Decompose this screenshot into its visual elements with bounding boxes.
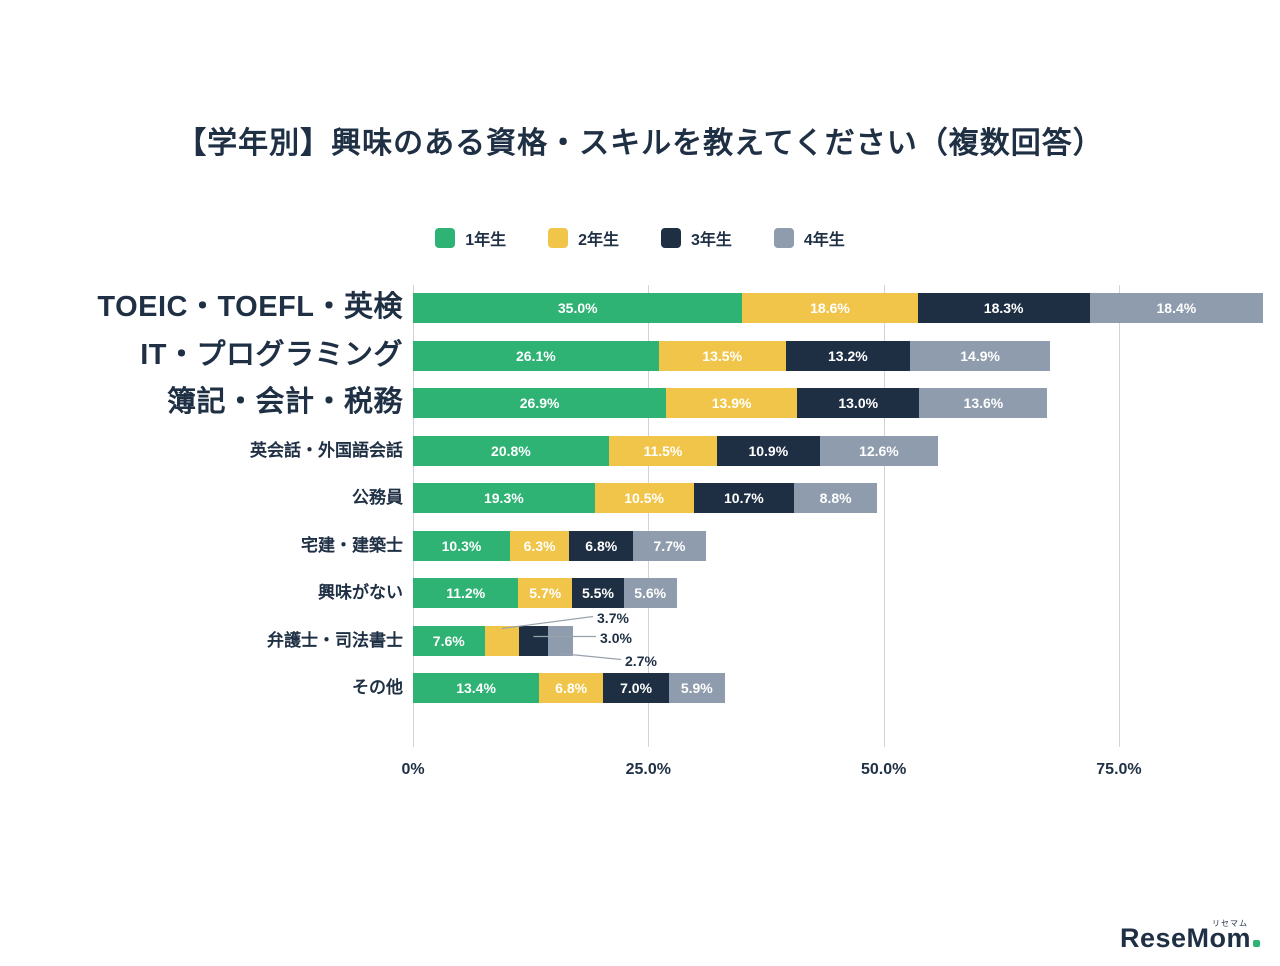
legend-label: 1年生: [465, 232, 507, 249]
bar-row: 35.0% 18.6% 18.3% 18.4%: [413, 293, 1263, 323]
legend-item: 3年生: [661, 226, 732, 250]
logo-dot-icon: [1253, 940, 1260, 947]
category-label: IT・プログラミング: [140, 338, 403, 371]
x-axis-tick-label: 75.0%: [1096, 761, 1142, 778]
bar-segment: 10.9%: [717, 435, 820, 466]
bar-segment: 6.3%: [509, 530, 570, 561]
legend-label: 3年生: [691, 232, 732, 249]
category-label: 簿記・会計・税務: [166, 386, 403, 418]
category-label: 公務員: [352, 488, 403, 507]
bar-row: 11.2% 5.7% 5.5% 5.6%: [413, 578, 677, 608]
bar-segment: 13.2%: [785, 340, 910, 371]
bar-segment: 18.6%: [742, 293, 918, 323]
bar-segment: [547, 625, 573, 656]
bar-segment: 14.9%: [909, 340, 1051, 371]
bar-segment: 5.9%: [669, 673, 725, 703]
legend-item: 4年生: [773, 226, 845, 250]
bar-segment: 20.8%: [413, 435, 609, 466]
bar-segment: 7.7%: [633, 530, 706, 561]
legend-item: 1年生: [435, 226, 506, 250]
bar-segment: 13.9%: [666, 388, 798, 418]
bar-segment: [519, 625, 548, 656]
callout-value-label: 2.7%: [625, 652, 657, 669]
legend-item: 2年生: [548, 226, 619, 250]
bar-segment: 13.4%: [413, 673, 540, 703]
category-label: 弁護士・司法書士: [267, 630, 403, 650]
plot-area: 0% 25.0% 50.0% 75.0% 35.0% 18.6% 18.3% 18.4% 26.…: [401, 285, 1263, 778]
bar-segment: 26.1%: [413, 340, 659, 371]
bar-segment: 6.8%: [569, 530, 634, 561]
gridline: [648, 285, 650, 747]
bar-segment: 18.4%: [1089, 293, 1263, 323]
bar-segment: 10.3%: [413, 530, 510, 561]
logo-subtext: リセマム: [1212, 919, 1248, 928]
bar-row: 19.3% 10.5% 10.7% 8.8%: [413, 483, 878, 513]
x-axis-tick-label: 50.0%: [860, 761, 907, 778]
bar-segment: 11.5%: [608, 435, 718, 466]
legend-swatch-icon: [548, 228, 569, 248]
bar-segment: 12.6%: [819, 435, 939, 466]
bar-segment: 11.2%: [413, 578, 519, 608]
category-label: 英会話・外国語会話: [250, 440, 403, 460]
category-label: 宅建・建築士: [301, 535, 403, 555]
legend-label: 2年生: [578, 232, 619, 249]
callout-value-label: 3.7%: [597, 609, 629, 626]
category-label: 興味がない: [318, 583, 403, 602]
bar-segment: 7.0%: [603, 673, 670, 703]
bar-segment: 7.6%: [413, 625, 485, 656]
bar-row: 26.9% 13.9% 13.0% 13.6%: [413, 388, 1048, 418]
gridline: [883, 285, 885, 747]
bar-row: 26.1% 13.5% 13.2% 14.9%: [413, 340, 1051, 371]
callout-value-label: 3.0%: [600, 629, 632, 646]
bar-segment: 18.3%: [917, 293, 1090, 323]
bar-row: 7.6%: [413, 625, 573, 656]
x-axis-tick-label: 0%: [401, 761, 425, 778]
bar-segment: 13.6%: [919, 388, 1048, 418]
bar-segment: 10.5%: [594, 483, 694, 513]
legend-label: 4年生: [803, 232, 845, 249]
bar-segment: [484, 625, 520, 656]
bar-segment: 19.3%: [413, 483, 595, 513]
gridline: [1118, 285, 1120, 747]
bar-segment: 5.5%: [572, 578, 624, 608]
legend-swatch-icon: [661, 228, 681, 248]
bar-segment: 10.7%: [693, 483, 795, 513]
bar-row: 13.4% 6.8% 7.0% 5.9%: [413, 673, 725, 703]
logo-text: ReseMom: [1119, 923, 1251, 953]
bar-segment: 8.8%: [794, 483, 878, 513]
bar-segment: 13.5%: [658, 340, 786, 371]
x-axis-tick-label: 25.0%: [625, 761, 671, 778]
category-label: TOEIC・TOEFL・英検: [97, 291, 403, 323]
bar-segment: 13.0%: [797, 388, 920, 418]
chart-title: 【学年別】興味のある資格・スキルを教えてください（複数回答）: [176, 127, 1104, 160]
legend: 1年生 2年生 3年生 4年生: [0, 226, 1280, 250]
category-axis-labels: TOEIC・TOEFL・英検 IT・プログラミング簿記・会計・税務英会話・外国語会…: [0, 285, 403, 747]
legend-swatch-icon: [435, 228, 456, 248]
resemom-logo: リセマム ReseMom: [1119, 919, 1260, 954]
bar-segment: 35.0%: [413, 293, 743, 323]
bar-segment: 6.8%: [539, 673, 604, 703]
bar-row: 10.3% 6.3% 6.8% 7.7%: [413, 530, 706, 561]
bar-segment: 5.6%: [623, 578, 677, 608]
bar-segment: 5.7%: [518, 578, 573, 608]
category-label: その他: [352, 678, 403, 697]
bar-row: 20.8% 11.5% 10.9% 12.6%: [413, 435, 939, 466]
gridline: [413, 285, 414, 747]
legend-swatch-icon: [773, 228, 794, 248]
bar-segment: 26.9%: [413, 388, 667, 418]
